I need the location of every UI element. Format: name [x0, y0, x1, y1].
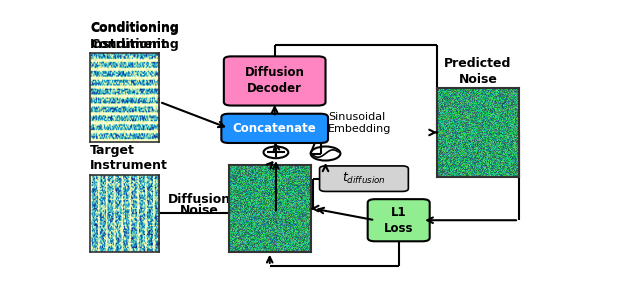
FancyBboxPatch shape	[224, 56, 326, 105]
Text: Conditioning: Conditioning	[90, 22, 179, 35]
Text: $t_{diffusion}$: $t_{diffusion}$	[342, 171, 386, 186]
FancyBboxPatch shape	[319, 166, 408, 192]
Text: Sinusoidal: Sinusoidal	[328, 112, 385, 122]
Text: Predicted: Predicted	[444, 57, 512, 71]
Text: Instrument: Instrument	[90, 37, 168, 50]
Text: Diffusion
Decoder: Diffusion Decoder	[244, 67, 305, 95]
Text: Noise: Noise	[459, 73, 497, 86]
FancyBboxPatch shape	[367, 199, 429, 241]
Text: Noise: Noise	[180, 204, 218, 217]
Text: Instrument: Instrument	[90, 159, 168, 172]
Text: Diffusion: Diffusion	[168, 193, 230, 206]
Text: Target: Target	[90, 144, 135, 157]
Text: Embedding: Embedding	[328, 124, 392, 134]
FancyBboxPatch shape	[221, 114, 328, 143]
Text: Conditioning: Conditioning	[90, 21, 179, 34]
Text: L1
Loss: L1 Loss	[384, 206, 413, 235]
Text: Conditioning: Conditioning	[90, 37, 179, 50]
Text: Concatenate: Concatenate	[233, 122, 317, 135]
